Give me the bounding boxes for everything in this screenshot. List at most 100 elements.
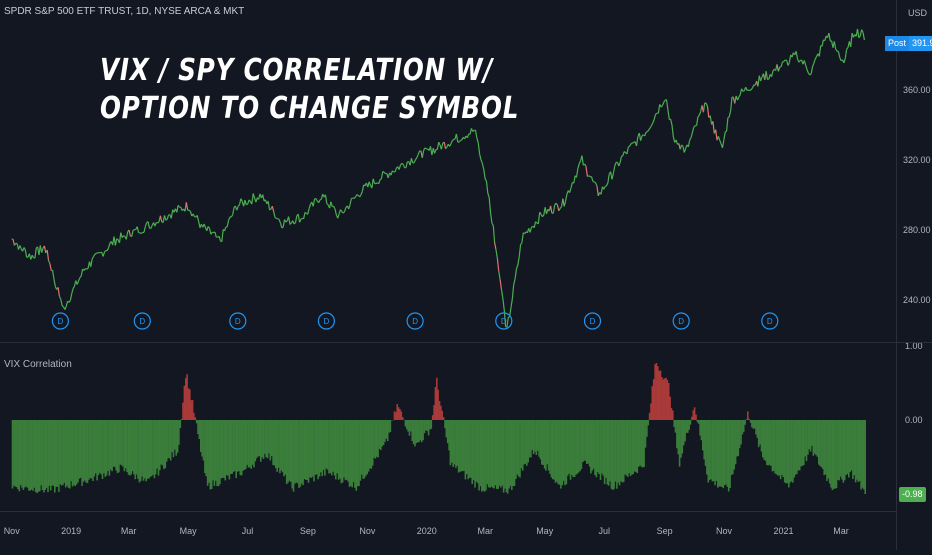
price-segment	[601, 187, 602, 195]
correlation-bar	[583, 420, 585, 461]
price-segment	[417, 155, 418, 158]
price-tick-label: 280.00	[903, 225, 931, 235]
correlation-bar	[241, 420, 243, 475]
price-segment	[279, 219, 280, 223]
price-segment	[158, 222, 159, 223]
price-segment	[219, 236, 220, 241]
correlation-bar	[471, 420, 473, 484]
correlation-bar	[335, 420, 337, 479]
correlation-bar	[645, 420, 647, 448]
price-segment	[416, 158, 417, 160]
correlation-bar	[212, 420, 214, 480]
price-segment	[628, 146, 629, 147]
correlation-bar	[170, 420, 172, 461]
correlation-bar	[88, 420, 90, 480]
price-segment	[222, 229, 223, 241]
time-tick-label: May	[180, 526, 198, 536]
correlation-bar	[560, 420, 562, 489]
correlation-bar	[210, 420, 212, 490]
price-segment	[862, 30, 863, 33]
correlation-bar	[530, 420, 532, 458]
correlation-bar	[72, 420, 74, 487]
correlation-bar	[507, 420, 509, 494]
price-segment	[399, 165, 400, 170]
price-segment	[484, 169, 485, 179]
correlation-bar	[293, 420, 295, 492]
price-segment	[512, 285, 513, 299]
correlation-bar	[762, 420, 764, 457]
price-segment	[667, 100, 668, 110]
correlation-bar	[356, 420, 358, 491]
correlation-bar	[777, 420, 779, 476]
correlation-bar	[725, 420, 727, 485]
correlation-bar	[53, 420, 55, 486]
correlation-bar	[316, 420, 318, 474]
correlation-bar	[802, 420, 804, 466]
correlation-bar	[233, 420, 235, 472]
correlation-bar	[313, 420, 315, 481]
price-segment	[814, 59, 815, 63]
correlation-bar	[208, 420, 210, 483]
price-segment	[343, 212, 344, 214]
correlation-bar	[545, 420, 547, 471]
price-segment	[229, 217, 230, 220]
indicator-title[interactable]: VIX Correlation	[4, 359, 72, 370]
price-segment	[50, 264, 51, 271]
price-segment	[413, 163, 414, 164]
correlation-bar	[327, 420, 329, 470]
price-axis-separator	[896, 0, 897, 550]
correlation-bar	[248, 420, 250, 468]
correlation-bar	[548, 420, 550, 471]
price-segment	[637, 137, 638, 146]
correlation-bar	[358, 420, 360, 486]
correlation-bar	[806, 420, 808, 461]
time-tick-label: Sep	[300, 526, 316, 536]
price-segment	[395, 168, 396, 172]
correlation-bar	[848, 420, 850, 478]
symbol-title[interactable]: SPDR S&P 500 ETF TRUST, 1D, NYSE ARCA & …	[4, 6, 244, 17]
correlation-bar	[624, 420, 626, 474]
price-segment	[690, 138, 691, 141]
price-segment	[664, 100, 665, 102]
correlation-bar	[810, 420, 812, 452]
correlation-bar	[690, 420, 692, 425]
price-segment	[613, 166, 614, 174]
price-segment	[834, 41, 835, 49]
price-segment	[478, 143, 479, 154]
currency-label[interactable]: USD	[908, 8, 927, 18]
correlation-bar	[290, 420, 292, 482]
price-segment	[553, 205, 554, 213]
price-segment	[656, 113, 657, 114]
price-segment	[231, 215, 232, 217]
price-segment	[73, 286, 74, 288]
pane-separator[interactable]	[0, 342, 932, 343]
correlation-bar	[231, 420, 233, 474]
correlation-bar	[713, 420, 715, 481]
price-segment	[710, 116, 711, 125]
correlation-bar	[541, 420, 543, 465]
correlation-bar	[312, 420, 314, 477]
price-segment	[570, 188, 571, 193]
price-segment	[414, 160, 415, 163]
time-tick-label: Nov	[4, 526, 21, 536]
price-segment	[845, 49, 846, 58]
price-segment	[758, 76, 759, 87]
correlation-bar	[381, 420, 383, 446]
price-segment	[641, 136, 642, 141]
correlation-bar	[256, 420, 258, 458]
price-segment	[645, 132, 646, 136]
price-segment	[246, 204, 247, 205]
correlation-bar	[431, 420, 433, 429]
correlation-bar	[785, 420, 787, 483]
correlation-bar	[285, 420, 287, 475]
correlation-bar	[864, 420, 866, 494]
correlation-bar	[851, 420, 853, 470]
correlation-bar	[556, 420, 558, 482]
price-segment	[61, 299, 62, 306]
correlation-bar	[260, 420, 262, 462]
correlation-bar	[747, 411, 749, 420]
correlation-bar	[667, 380, 669, 420]
price-segment	[672, 125, 673, 137]
correlation-bar	[167, 420, 169, 458]
price-segment	[473, 130, 474, 131]
